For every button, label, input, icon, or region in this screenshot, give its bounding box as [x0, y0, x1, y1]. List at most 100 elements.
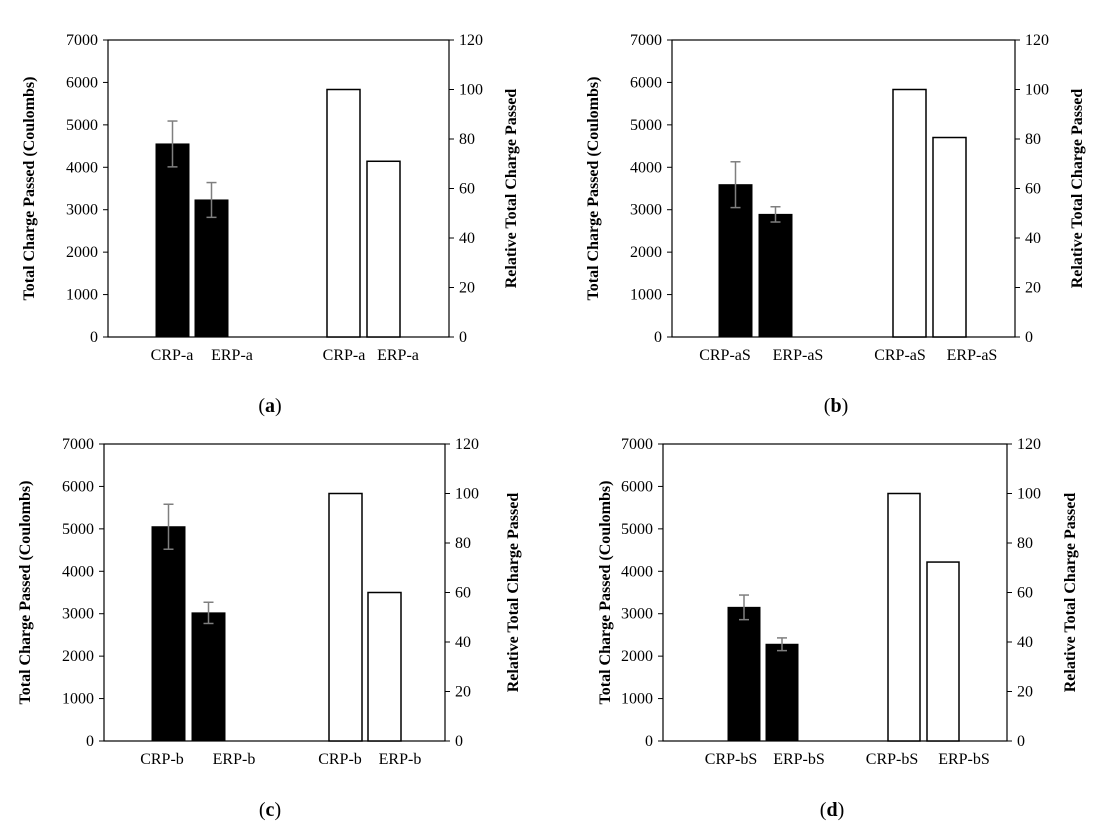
panel-a-left-tick-label: 4000 [66, 159, 98, 176]
panel-b-right-tick-label: 60 [1025, 181, 1041, 198]
panel-d-left-tick-label: 1000 [621, 691, 653, 708]
panel-b-right-tick-label: 20 [1025, 280, 1041, 297]
panel-d-left-tick-label: 2000 [621, 648, 653, 665]
panel-b-filled-bar-1 [718, 184, 753, 338]
panel-a-left-tick-label: 6000 [66, 74, 98, 91]
panel-d-left-tick-label: 6000 [621, 478, 653, 495]
panel-a-category-label-1: CRP-a [151, 347, 194, 364]
panel-a-right-tick-label: 0 [459, 329, 467, 346]
panel-a-open-bar-2 [366, 160, 401, 338]
panel-c-category-label-3: CRP-b [318, 751, 362, 768]
panel-d-open-bar-2 [926, 561, 960, 742]
panel-c-left-axis-title: Total Charge Passed (Coulombs) [17, 481, 34, 705]
panel-a-left-tick-label: 0 [90, 329, 98, 346]
panel-b-open-bar-1 [892, 88, 927, 338]
panel-c-right-tick-label: 100 [455, 486, 479, 503]
panel-caption-d: (d) [820, 799, 844, 821]
panel-d-right-tick-label: 20 [1017, 684, 1033, 701]
panel-b-left-tick-label: 7000 [630, 32, 662, 49]
panel-d-left-tick-label: 5000 [621, 521, 653, 538]
panel-b-left-tick-label: 3000 [630, 202, 662, 219]
panel-d-category-label-1: CRP-bS [705, 751, 757, 768]
panel-c-left-tick-label: 2000 [62, 648, 94, 665]
panel-d-left-tick-label: 4000 [621, 563, 653, 580]
panel-a-right-tick-label: 120 [459, 32, 483, 49]
panel-d-filled-bar-1 [727, 606, 761, 742]
panel-d-right-tick-label: 120 [1017, 436, 1041, 453]
panel-c-open-bar-2 [367, 591, 402, 742]
panel-b-left-tick-label: 4000 [630, 159, 662, 176]
panel-c-right-tick-label: 120 [455, 436, 479, 453]
panel-a-right-tick-label: 60 [459, 181, 475, 198]
panel-b-right-axis-title: Relative Total Charge Passed [1069, 89, 1086, 289]
panel-d-left-tick-label: 7000 [621, 436, 653, 453]
panel-d-left-tick-label: 0 [645, 733, 653, 750]
panel-b-left-tick-label: 6000 [630, 74, 662, 91]
panel-b-left-tick-label: 2000 [630, 244, 662, 261]
panel-b: 0 1000 2000 3000 4000 5000 6000 7000 0 20 40 60 80 10… [585, 32, 1086, 364]
panel-b-category-label-3: CRP-aS [874, 347, 926, 364]
panel-b-right-tick-label: 40 [1025, 230, 1041, 247]
panel-a-right-tick-label: 80 [459, 131, 475, 148]
panel-caption-c: (c) [259, 799, 281, 821]
panel-c-category-label-4: ERP-b [379, 751, 422, 768]
panel-c-category-label-2: ERP-b [213, 751, 256, 768]
panel-b-filled-bar-2 [758, 213, 793, 338]
panel-a-right-tick-label: 40 [459, 230, 475, 247]
panel-c-right-tick-label: 60 [455, 585, 471, 602]
panel-a-right-tick-label: 20 [459, 280, 475, 297]
panel-c-left-tick-label: 7000 [62, 436, 94, 453]
panel-d-right-tick-label: 100 [1017, 486, 1041, 503]
panel-d-filled-bar-2 [765, 643, 799, 742]
panel-b-open-bar-2 [932, 136, 967, 338]
panel-b-left-axis-title: Total Charge Passed (Coulombs) [585, 77, 602, 301]
panel-d-left-tick-label: 3000 [621, 606, 653, 623]
panel-a-category-label-2: ERP-a [211, 347, 253, 364]
panel-d-category-label-2: ERP-bS [773, 751, 825, 768]
panel-d-category-label-4: ERP-bS [938, 751, 990, 768]
panel-b-left-tick-label: 5000 [630, 117, 662, 134]
panel-a-left-tick-label: 2000 [66, 244, 98, 261]
panel-a-right-axis-title: Relative Total Charge Passed [503, 89, 520, 289]
panel-caption-a: (a) [258, 395, 281, 417]
panel-c-right-tick-label: 80 [455, 535, 471, 552]
panel-b-left-tick-label: 1000 [630, 287, 662, 304]
panel-a-left-axis-title: Total Charge Passed (Coulombs) [21, 77, 38, 301]
panel-c-left-tick-label: 0 [86, 733, 94, 750]
panel-b-category-label-1: CRP-aS [699, 347, 751, 364]
panel-c-left-tick-label: 3000 [62, 606, 94, 623]
panel-b-category-label-2: ERP-aS [773, 347, 824, 364]
panel-c-left-tick-label: 5000 [62, 521, 94, 538]
panel-d-right-tick-label: 80 [1017, 535, 1033, 552]
panel-a-left-tick-label: 7000 [66, 32, 98, 49]
panel-d-right-tick-label: 0 [1017, 733, 1025, 750]
panel-a-left-tick-label: 1000 [66, 287, 98, 304]
panel-b-right-tick-label: 120 [1025, 32, 1049, 49]
panel-a-filled-bar-2 [194, 199, 229, 338]
panel-a-left-tick-label: 3000 [66, 202, 98, 219]
panel-c-open-bar-1 [328, 492, 363, 742]
panel-c-right-axis-title: Relative Total Charge Passed [505, 493, 522, 693]
panel-a-open-bar-1 [326, 88, 361, 338]
panel-c-left-tick-label: 4000 [62, 563, 94, 580]
panel-b-category-label-4: ERP-aS [947, 347, 998, 364]
panel-b-right-tick-label: 0 [1025, 329, 1033, 346]
panel-d-right-axis-title: Relative Total Charge Passed [1062, 493, 1079, 693]
panel-d-category-label-3: CRP-bS [866, 751, 918, 768]
panel-c-left-tick-label: 6000 [62, 478, 94, 495]
panel-c-right-tick-label: 40 [455, 634, 471, 651]
panel-a-left-tick-label: 5000 [66, 117, 98, 134]
panel-c: 0 1000 2000 3000 4000 5000 6000 7000 0 20 40 60 80 10… [17, 436, 522, 768]
panel-d-right-tick-label: 40 [1017, 634, 1033, 651]
panel-a-category-label-3: CRP-a [323, 347, 366, 364]
panel-b-left-tick-label: 0 [654, 329, 662, 346]
panel-c-filled-bar-2 [191, 612, 226, 742]
panel-c-left-tick-label: 1000 [62, 691, 94, 708]
panel-caption-b: (b) [824, 395, 848, 417]
panel-c-category-label-1: CRP-b [140, 751, 184, 768]
panel-d: 0 1000 2000 3000 4000 5000 6000 7000 0 20 40 60 80 10… [597, 436, 1079, 768]
panel-d-open-bar-1 [887, 492, 921, 742]
panel-a: 0 1000 2000 3000 4000 5000 6000 7000 0 20 40 60 80 10… [21, 32, 520, 364]
